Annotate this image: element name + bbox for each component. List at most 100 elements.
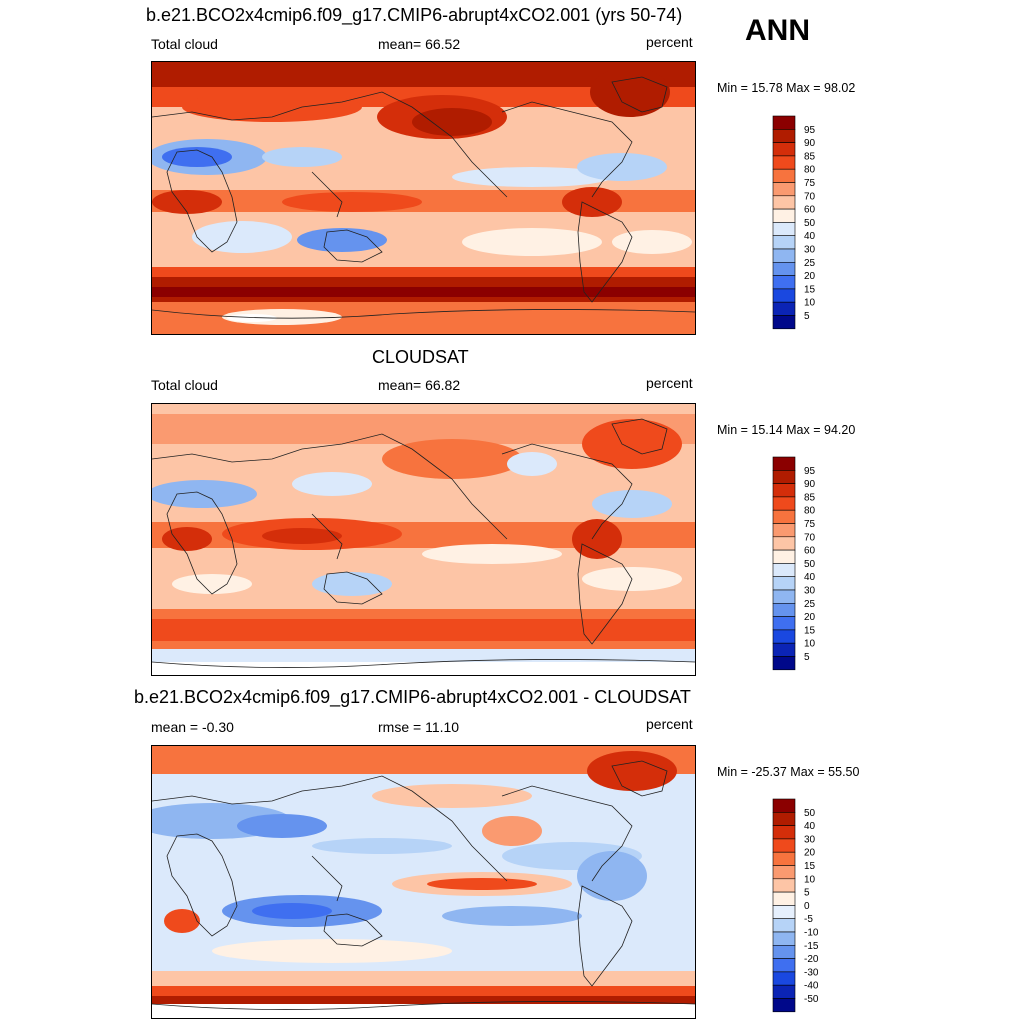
model-colorbar-tick-label: 75: [804, 178, 816, 189]
obs-colorbar-tick-label: 15: [804, 625, 816, 636]
obs-colorbar-swatch: [772, 536, 796, 551]
diff-contour-field: [152, 746, 695, 1018]
model-colorbar-swatch: [772, 235, 796, 250]
diff-colorbar: 50 40 30 20 15 10 5 0 -5 -10 -15 -20 -30 -40 -50: [772, 798, 852, 1018]
diff-colorbar-tick-label: -10: [804, 928, 819, 939]
obs-colorbar-swatch: [772, 496, 796, 511]
obs-colorbar-swatch: [772, 470, 796, 484]
diff-colorbar-tick-label: -40: [804, 981, 819, 992]
diff-colorbar-tick-label: -5: [804, 914, 813, 925]
model-colorbar-swatch: [772, 262, 796, 276]
model-colorbar-tick-label: 40: [804, 231, 816, 242]
obs-colorbar-tick-label: 75: [804, 519, 816, 530]
diff-colorbar-tick-label: 10: [804, 874, 816, 885]
obs-colorbar-tick-label: 85: [804, 492, 816, 503]
diff-colorbar-swatch: [772, 825, 796, 840]
model-panel-title: b.e21.BCO2x4cmip6.f09_g17.CMIP6-abrupt4x…: [146, 5, 683, 25]
model-colorbar-tick-label: 20: [804, 271, 816, 282]
diff-colorbar-swatch: [772, 891, 796, 906]
model-variable-label: Total cloud: [151, 36, 218, 52]
model-colorbar-swatch: [772, 248, 796, 263]
diff-colorbar-tick-label: 0: [804, 901, 810, 912]
obs-colorbar-swatch: [772, 629, 796, 644]
diff-colorbar-tick-label: 40: [804, 821, 816, 832]
model-colorbar-swatch: [772, 222, 796, 237]
diff-colorbar-swatch: [772, 998, 796, 1013]
obs-map: [151, 403, 696, 676]
model-colorbar-swatch: [772, 155, 796, 170]
model-colorbar-tick-label: 60: [804, 205, 816, 216]
obs-colorbar-tick-label: 90: [804, 479, 816, 490]
obs-units-label: percent: [646, 375, 693, 391]
obs-panel-title: CLOUDSAT: [372, 347, 469, 367]
model-colorbar-swatch: [772, 288, 796, 303]
obs-contour-field: [152, 404, 695, 675]
obs-colorbar-tick-label: 80: [804, 506, 816, 517]
obs-colorbar-tick-label: 50: [804, 559, 816, 570]
model-colorbar-swatch: [772, 208, 796, 223]
diff-colorbar-swatch: [772, 865, 796, 880]
model-colorbar-tick-label: 50: [804, 218, 816, 229]
diff-colorbar-tick-label: -15: [804, 941, 819, 952]
model-colorbar-tick-label: 15: [804, 284, 816, 295]
model-colorbar-tick-label: 85: [804, 151, 816, 162]
obs-colorbar-swatch: [772, 549, 796, 564]
model-colorbar-swatch: [772, 182, 796, 197]
diff-colorbar-swatch: [772, 812, 796, 826]
model-colorbar-tick-label: 25: [804, 258, 816, 269]
model-colorbar-swatch: [772, 315, 796, 330]
model-colorbar-tick-label: 5: [804, 311, 810, 322]
diff-colorbar-tick-label: 5: [804, 888, 810, 899]
diff-map: [151, 745, 696, 1019]
diff-colorbar-swatch: [772, 931, 796, 946]
model-colorbar: 95 90 85 80 75 70 60 50 40 30 25 20 15 10 5: [772, 115, 852, 335]
model-units-label: percent: [646, 34, 693, 50]
model-mean-label: mean= 66.52: [378, 36, 461, 52]
diff-minmax-label: Min = -25.37 Max = 55.50: [717, 765, 860, 779]
model-colorbar-swatch: [772, 142, 796, 157]
diff-panel-title: b.e21.BCO2x4cmip6.f09_g17.CMIP6-abrupt4x…: [134, 687, 691, 707]
obs-colorbar-tick-label: 70: [804, 532, 816, 543]
obs-colorbar-swatch: [772, 589, 796, 604]
model-coastlines: [152, 76, 695, 319]
obs-colorbar-swatch: [772, 483, 796, 498]
obs-colorbar-swatch: [772, 523, 796, 538]
diff-colorbar-tick-label: 30: [804, 834, 816, 845]
obs-colorbar-tick-label: 10: [804, 639, 816, 650]
diff-colorbar-tick-label: 15: [804, 861, 816, 872]
obs-colorbar: 95 90 85 80 75 70 60 50 40 30 25 20 15 10 5: [772, 456, 852, 676]
obs-colorbar-tick-label: 60: [804, 546, 816, 557]
diff-colorbar-swatch: [772, 971, 796, 986]
obs-colorbar-tick-label: 95: [804, 466, 816, 477]
obs-colorbar-swatch: [772, 456, 796, 471]
model-colorbar-tick-label: 95: [804, 125, 816, 136]
diff-units-label: percent: [646, 716, 693, 732]
model-colorbar-swatch: [772, 115, 796, 130]
obs-colorbar-tick-label: 20: [804, 612, 816, 623]
diff-colorbar-swatch: [772, 918, 796, 933]
model-minmax-label: Min = 15.78 Max = 98.02: [717, 81, 856, 95]
diff-colorbar-swatch: [772, 984, 796, 999]
obs-colorbar-tick-label: 30: [804, 586, 816, 597]
diff-colorbar-tick-label: 50: [804, 808, 816, 819]
diff-colorbar-swatch: [772, 851, 796, 866]
diff-colorbar-swatch: [772, 838, 796, 853]
obs-colorbar-swatch: [772, 616, 796, 631]
obs-colorbar-swatch: [772, 509, 796, 524]
obs-minmax-label: Min = 15.14 Max = 94.20: [717, 423, 856, 437]
obs-colorbar-tick-label: 40: [804, 572, 816, 583]
obs-colorbar-swatch: [772, 656, 796, 671]
obs-colorbar-swatch: [772, 603, 796, 617]
model-colorbar-tick-label: 90: [804, 138, 816, 149]
diff-colorbar-tick-label: 20: [804, 848, 816, 859]
model-colorbar-tick-label: 70: [804, 191, 816, 202]
diff-colorbar-swatch: [772, 945, 796, 959]
diff-coastlines: [152, 760, 695, 1010]
obs-variable-label: Total cloud: [151, 377, 218, 393]
model-contour-field: [152, 62, 695, 334]
model-colorbar-swatch: [772, 129, 796, 143]
model-colorbar-swatch: [772, 275, 796, 290]
season-label: ANN: [745, 14, 810, 47]
obs-coastlines: [152, 418, 695, 668]
model-colorbar-tick-label: 30: [804, 245, 816, 256]
